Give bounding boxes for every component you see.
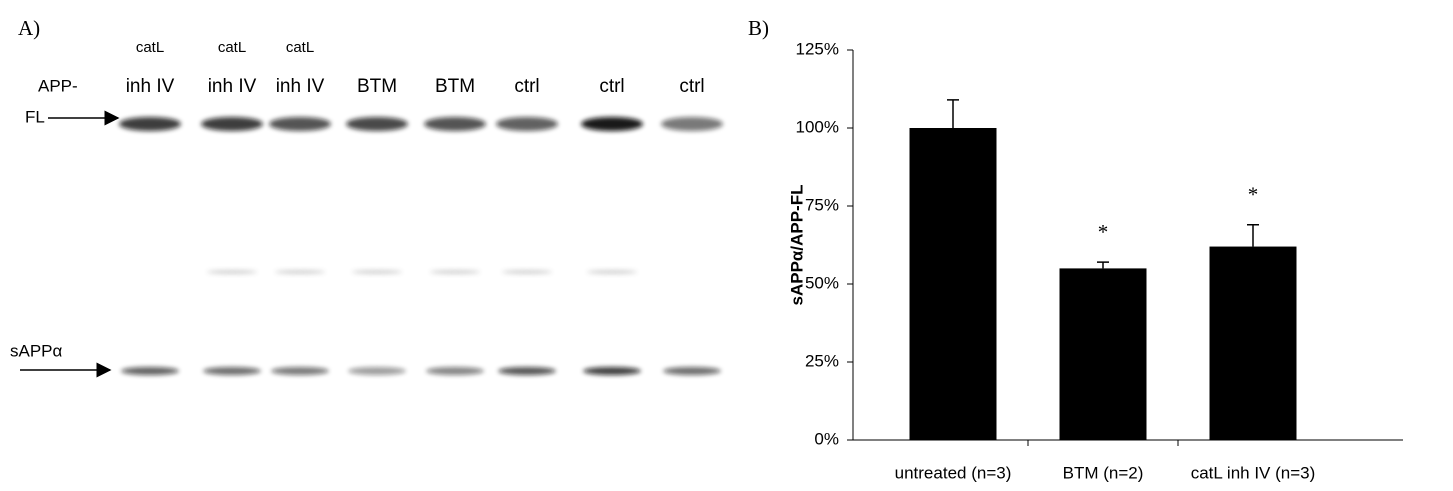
x-tick-label: untreated (n=3)	[895, 463, 1012, 482]
band	[207, 270, 257, 274]
band	[275, 270, 325, 274]
band	[426, 367, 484, 375]
lane-label: BTM	[357, 76, 397, 97]
y-tick-label: 125%	[796, 39, 839, 58]
band	[203, 367, 261, 375]
lane-label: catL	[136, 39, 164, 56]
lane-label: catL	[218, 39, 246, 56]
band	[269, 117, 331, 131]
lane-label: ctrl	[599, 76, 624, 97]
lane-label: ctrl	[679, 76, 704, 97]
band	[496, 117, 558, 131]
y-tick-label: 0%	[814, 429, 839, 448]
lane-label: inh IV	[126, 76, 175, 97]
band	[352, 270, 402, 274]
panel-label: A)	[18, 16, 40, 40]
y-tick-label: 25%	[805, 351, 839, 370]
lane-label: inh IV	[208, 76, 257, 97]
y-tick-label: 50%	[805, 273, 839, 292]
panel-label: B)	[748, 16, 769, 40]
y-tick-label: 100%	[796, 117, 839, 136]
lane-label: ctrl	[514, 76, 539, 97]
band	[348, 367, 406, 375]
band	[121, 367, 179, 375]
x-tick-label: BTM (n=2)	[1063, 463, 1144, 482]
error-bar	[1247, 225, 1259, 247]
y-axis-label: sAPPα/APP-FL	[787, 185, 806, 306]
band-label: sAPPα	[10, 341, 63, 360]
bar	[1210, 247, 1297, 440]
lane-label: inh IV	[276, 76, 325, 97]
error-bar	[1097, 262, 1109, 268]
band	[581, 117, 643, 131]
significance: *	[1098, 220, 1109, 244]
error-bar	[947, 100, 959, 128]
band	[430, 270, 480, 274]
band	[587, 270, 637, 274]
band	[663, 367, 721, 375]
y-tick-label: 75%	[805, 195, 839, 214]
band	[424, 117, 486, 131]
band	[583, 367, 641, 375]
lane-label: BTM	[435, 76, 475, 97]
bar	[910, 128, 997, 440]
figure: A) APP- FL sAPPα B) sAPPα/APP-FL catL inh…	[0, 0, 1453, 491]
band	[502, 270, 552, 274]
band	[271, 367, 329, 375]
blot	[119, 117, 723, 375]
band-label: APP-	[38, 76, 78, 95]
band-label: FL	[25, 107, 45, 126]
lane-label: catL	[286, 39, 314, 56]
band	[201, 117, 263, 131]
band	[661, 117, 723, 131]
band	[119, 117, 181, 131]
band	[498, 367, 556, 375]
bar	[1060, 268, 1147, 440]
band	[346, 117, 408, 131]
significance: *	[1248, 183, 1259, 207]
x-tick-label: catL inh IV (n=3)	[1191, 463, 1316, 482]
